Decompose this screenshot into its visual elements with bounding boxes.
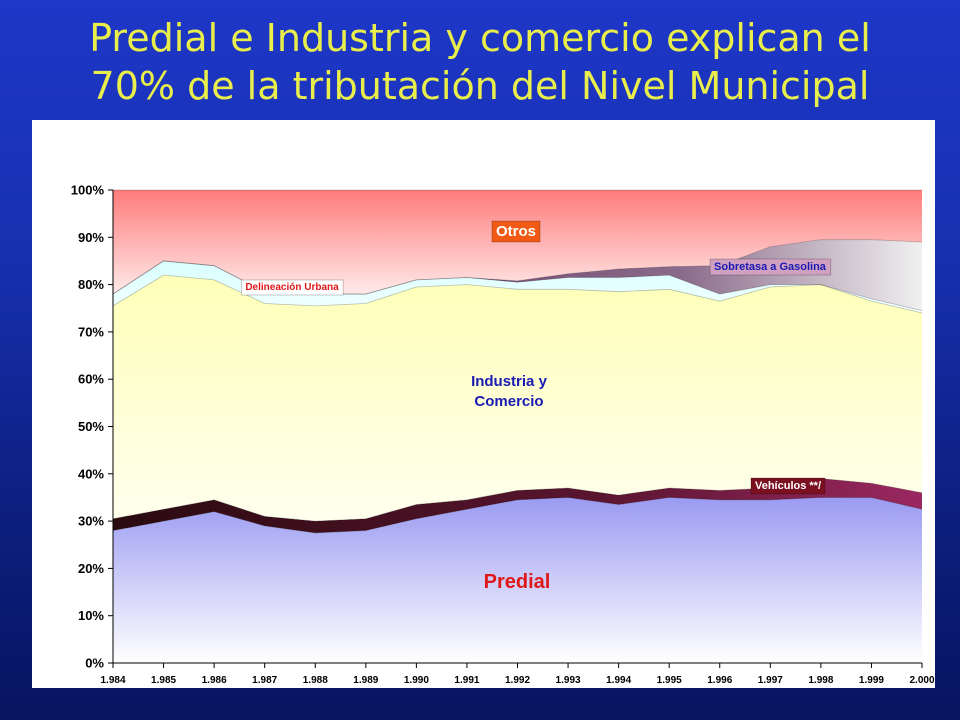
x-tick-label: 1.999 (859, 675, 884, 686)
x-tick-label: 1.993 (556, 675, 581, 686)
x-tick-label: 1.990 (404, 675, 429, 686)
svg-text:Vehículos **/: Vehículos **/ (755, 480, 821, 492)
svg-text:Otros: Otros (496, 223, 536, 240)
slide-title: Predial e Industria y comercio explican … (0, 14, 960, 110)
x-tick-label: 1.989 (353, 675, 378, 686)
x-tick-label: 2.000 (909, 675, 934, 686)
x-tick-label: 1.997 (758, 675, 783, 686)
svg-text:Sobretasa a Gasolina: Sobretasa a Gasolina (714, 261, 827, 273)
y-tick-label: 10% (78, 608, 104, 623)
area-sobretasa-a-gasolina (113, 239, 922, 311)
svg-text:Comercio: Comercio (474, 393, 543, 410)
chart-panel: 0% 10% 20% 30% 40% 50% 60% 70% 80% 90% 100% 1.984 1.… (32, 120, 935, 688)
svg-text:Delineación Urbana: Delineación Urbana (245, 282, 339, 293)
stacked-area-chart: 0% 10% 20% 30% 40% 50% 60% 70% 80% 90% 100% 1.984 1.… (71, 183, 935, 687)
y-tick-label: 80% (78, 277, 104, 292)
area-otros (113, 190, 922, 295)
series-label-industria-y-comercio: Industria y Comercio (471, 373, 548, 410)
x-tick-label: 1.985 (151, 675, 176, 686)
y-tick-label: 70% (78, 324, 104, 339)
area-vehiculos (113, 478, 922, 533)
x-tick-label: 1.984 (100, 675, 125, 686)
y-tick-label: 100% (71, 183, 105, 198)
y-tick-label: 40% (78, 466, 104, 481)
x-tick-label: 1.991 (454, 675, 479, 686)
x-tick-label: 1.986 (202, 675, 227, 686)
area-edge-predial (112, 497, 923, 534)
y-tick-label: 50% (78, 419, 104, 434)
series-label-vehiculos: Vehículos **/ (750, 477, 826, 495)
x-tick-label: 1.996 (707, 675, 732, 686)
x-tick-label: 1.994 (606, 675, 631, 686)
x-tick-label: 1.998 (808, 675, 833, 686)
y-tick-label: 90% (78, 230, 104, 245)
x-tick-label: 1.995 (657, 675, 682, 686)
svg-text:Industria y: Industria y (471, 373, 548, 390)
y-tick-label: 30% (78, 514, 104, 529)
series-label-delineacion-urbana: Delineación Urbana (241, 279, 344, 296)
y-tick-label: 0% (85, 656, 104, 671)
series-label-predial: Predial (484, 571, 551, 593)
svg-text:Predial: Predial (484, 571, 551, 593)
area-predial (113, 497, 922, 663)
y-tick-label: 60% (78, 372, 104, 387)
y-tick-label: 20% (78, 561, 104, 576)
x-tick-label: 1.988 (303, 675, 328, 686)
series-label-otros: Otros (491, 220, 541, 243)
x-tick-label: 1.987 (252, 675, 277, 686)
slide-title-line-2: 70% de la tributación del Nivel Municipa… (90, 64, 870, 108)
area-industria-y-comercio (113, 275, 922, 522)
area-delineacion-urbana (113, 260, 922, 313)
x-tick-label: 1.992 (505, 675, 530, 686)
area-edge-industria-y-comercio (112, 274, 923, 314)
series-label-sobretasa-a-gasolina: Sobretasa a Gasolina (709, 258, 832, 276)
slide-title-line-1: Predial e Industria y comercio explican … (89, 16, 871, 60)
